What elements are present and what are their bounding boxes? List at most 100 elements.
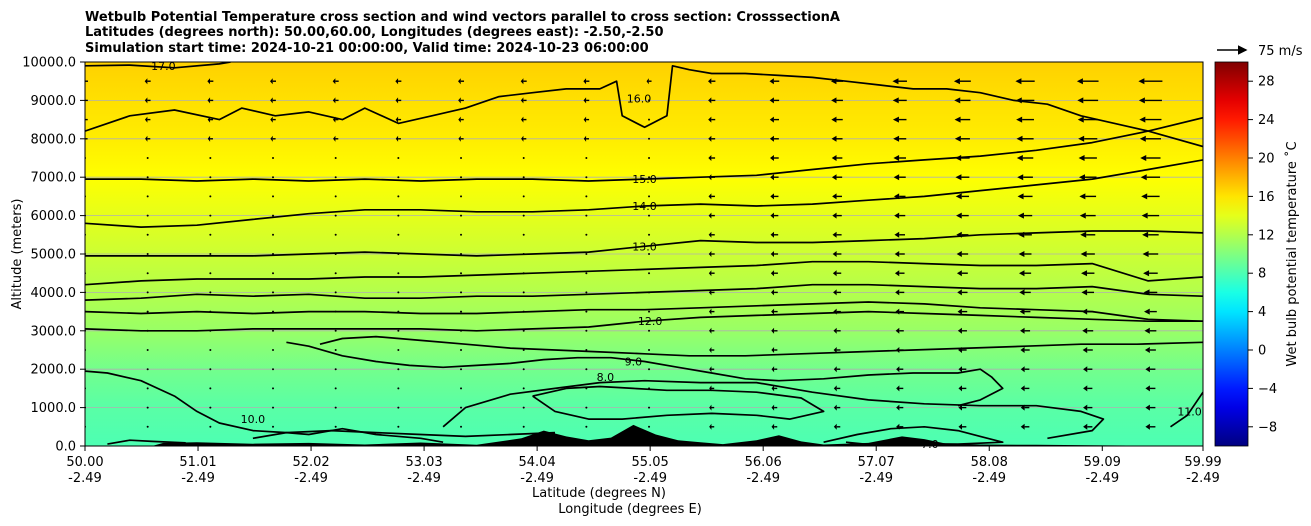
wind-vector bbox=[648, 406, 651, 409]
wind-vector bbox=[460, 329, 463, 332]
wind-vector-head bbox=[1145, 423, 1150, 430]
wind-vector-head bbox=[1020, 385, 1025, 392]
wind-vector bbox=[648, 329, 651, 332]
wind-vector bbox=[460, 387, 463, 390]
wind-vectors bbox=[82, 78, 1163, 430]
wind-vector bbox=[397, 291, 400, 294]
wind-vector bbox=[522, 272, 525, 275]
colorbar-tick-label: 0 bbox=[1258, 344, 1266, 359]
wind-vector-head bbox=[82, 78, 85, 84]
wind-vector-head bbox=[771, 385, 775, 392]
x-tick-label: 57.07 bbox=[858, 455, 895, 470]
wind-vector bbox=[334, 214, 337, 217]
wind-vector-head bbox=[708, 155, 712, 161]
wind-vector bbox=[460, 272, 463, 275]
wind-vector-head bbox=[1016, 116, 1023, 123]
y-tick-label: 10000.0 bbox=[22, 56, 76, 71]
wind-vector bbox=[522, 157, 525, 159]
wind-vector bbox=[272, 329, 275, 332]
wind-vector-head bbox=[896, 423, 900, 430]
wind-vector bbox=[146, 272, 149, 275]
colorbar-tick-label: −4 bbox=[1258, 382, 1277, 397]
wind-vector-head bbox=[144, 116, 148, 123]
wind-vector bbox=[648, 99, 651, 102]
contour-line bbox=[85, 62, 231, 69]
x-tick-label-2: -2.49 bbox=[972, 471, 1006, 486]
wind-vector-head bbox=[1145, 385, 1150, 392]
contour-line bbox=[85, 283, 1203, 301]
wind-vector bbox=[146, 214, 149, 217]
wind-vector-head bbox=[770, 289, 775, 296]
wind-vector-head bbox=[831, 155, 837, 161]
chart-title-line-1: Wetbulb Potential Temperature cross sect… bbox=[85, 10, 840, 25]
x-tick-label: 52.02 bbox=[292, 455, 329, 470]
wind-vector-head bbox=[270, 135, 273, 142]
plot-area: 17.0 16.0 15.0 14.0 13.0 12.0 10.0 9.0 8.0 7.0 11.… bbox=[82, 60, 1204, 451]
wind-vector bbox=[146, 157, 149, 159]
colorbar-tick-label: 24 bbox=[1258, 113, 1275, 128]
wind-vector bbox=[146, 176, 149, 179]
wind-vector-head bbox=[708, 212, 712, 219]
wind-vector-head bbox=[1145, 366, 1150, 373]
wind-vector bbox=[209, 291, 212, 294]
quiver-key: 75 m/s bbox=[1217, 44, 1303, 59]
contour-line bbox=[85, 301, 1203, 323]
x-tick-label-2: -2.49 bbox=[294, 471, 328, 486]
wind-vector-head bbox=[956, 251, 962, 257]
wind-vector bbox=[648, 387, 651, 390]
wind-vector-head bbox=[831, 116, 837, 123]
wind-vector-head bbox=[895, 347, 900, 353]
wind-vector bbox=[209, 329, 212, 332]
wind-vector-head bbox=[956, 231, 962, 238]
wind-vector bbox=[460, 214, 463, 217]
wind-vector-head bbox=[958, 404, 962, 411]
wind-vector bbox=[272, 349, 275, 351]
wind-vector bbox=[397, 329, 400, 332]
x-tick-label: 53.03 bbox=[405, 455, 442, 470]
wind-vector-head bbox=[1144, 347, 1150, 353]
wind-vector-head bbox=[207, 116, 211, 123]
wind-vector-head bbox=[832, 270, 837, 277]
wind-vector-head bbox=[1141, 193, 1148, 200]
contour-label: 7.0 bbox=[921, 438, 939, 451]
x-axis-label: Latitude (degrees N) bbox=[532, 486, 666, 501]
wind-vector-head bbox=[207, 135, 211, 142]
wind-vector bbox=[648, 310, 651, 313]
wind-vector bbox=[585, 310, 588, 313]
wind-vector bbox=[272, 425, 275, 428]
colorbar: −8 −4 0 4 8 12 16 20 24 28 Wet bulb potential tem… bbox=[1214, 61, 1300, 447]
wind-vector bbox=[334, 195, 337, 198]
colorbar-gradient bbox=[1214, 61, 1249, 447]
wind-vector bbox=[648, 214, 651, 217]
wind-vector bbox=[522, 368, 525, 371]
wind-vector-head bbox=[1081, 270, 1088, 277]
y-tick-label: 2000.0 bbox=[31, 363, 77, 378]
x-tick-label-2: -2.49 bbox=[633, 471, 667, 486]
x-axis-label-2: Longitude (degrees E) bbox=[558, 502, 702, 517]
wind-vector bbox=[648, 176, 651, 179]
wind-vector-head bbox=[1142, 231, 1149, 238]
wind-vector-head bbox=[894, 251, 900, 257]
wind-vector bbox=[272, 272, 275, 275]
wind-vector bbox=[209, 387, 212, 390]
wind-vector-head bbox=[207, 97, 211, 104]
wind-vector-head bbox=[894, 212, 900, 219]
wind-vector-head bbox=[144, 78, 148, 85]
wind-vector-head bbox=[1142, 251, 1149, 257]
wind-vector-head bbox=[1017, 174, 1024, 181]
wind-vector bbox=[334, 272, 337, 275]
wind-vector bbox=[397, 387, 400, 390]
contour-line bbox=[286, 341, 1004, 407]
wind-vector-head bbox=[957, 327, 962, 334]
wind-vector-head bbox=[894, 231, 900, 238]
wind-vector-head bbox=[1080, 251, 1087, 257]
wind-vector-head bbox=[1079, 193, 1086, 200]
contour-line bbox=[85, 159, 1203, 228]
wind-vector-head bbox=[771, 366, 775, 373]
wind-vector-head bbox=[332, 97, 336, 104]
wind-vector-head bbox=[1083, 385, 1088, 392]
wind-vector-head bbox=[1077, 116, 1084, 123]
wind-vector bbox=[209, 368, 212, 371]
wind-vector bbox=[209, 272, 212, 275]
wind-vector bbox=[272, 233, 275, 236]
